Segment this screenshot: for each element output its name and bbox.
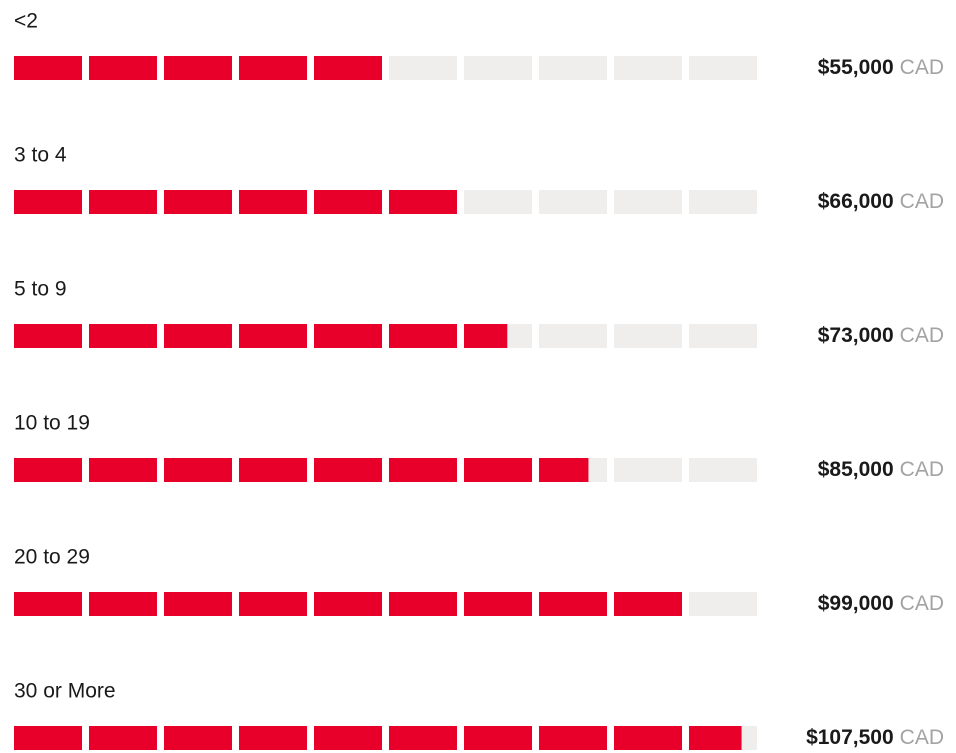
value-unit: CAD <box>900 324 944 347</box>
bar-segment <box>14 726 82 750</box>
bar-segment <box>14 56 82 80</box>
track-segment <box>389 56 457 80</box>
bar-segment <box>14 458 82 482</box>
bar-segment <box>389 458 457 482</box>
bar-segment <box>239 190 307 214</box>
track-segment <box>689 592 757 616</box>
bar-segment <box>539 458 589 482</box>
bar-segment <box>164 56 232 80</box>
value-label: $99,000 CAD <box>818 592 944 615</box>
bar-segment <box>239 324 307 348</box>
category-label: 5 to 9 <box>14 278 67 301</box>
bar-segment <box>164 458 232 482</box>
bar-segment <box>389 592 457 616</box>
value-amount: $55,000 <box>818 56 894 79</box>
bar-segment <box>314 324 382 348</box>
bar-segment <box>464 458 532 482</box>
bar-segment <box>89 726 157 750</box>
bar <box>14 190 457 214</box>
bar-segment <box>14 324 82 348</box>
bar-segment <box>314 726 382 750</box>
bar-segment <box>314 592 382 616</box>
track-segment <box>614 324 682 348</box>
bar-segment <box>239 592 307 616</box>
bar-segment <box>314 458 382 482</box>
value-label: $85,000 CAD <box>818 458 944 481</box>
category-label: 20 to 29 <box>14 546 90 569</box>
track-segment <box>464 190 532 214</box>
bar-segment <box>14 592 82 616</box>
bar-segment <box>464 726 532 750</box>
value-amount: $66,000 <box>818 190 894 213</box>
track-segment <box>539 56 607 80</box>
value-amount: $73,000 <box>818 324 894 347</box>
track-segment <box>539 190 607 214</box>
value-label: $66,000 CAD <box>818 190 944 213</box>
track-segment <box>614 458 682 482</box>
bar-segment <box>389 726 457 750</box>
bar-segment <box>164 324 232 348</box>
track-segment <box>614 190 682 214</box>
bar-segment <box>89 324 157 348</box>
value-unit: CAD <box>900 190 944 213</box>
track-segment <box>464 56 532 80</box>
value-amount: $85,000 <box>818 458 894 481</box>
bar-segment <box>239 458 307 482</box>
category-label: <2 <box>14 10 38 33</box>
value-unit: CAD <box>900 726 944 749</box>
bar-segment <box>464 324 508 348</box>
bar <box>14 458 589 482</box>
value-label: $55,000 CAD <box>818 56 944 79</box>
bar-segment <box>164 726 232 750</box>
bar-segment <box>464 592 532 616</box>
bar-segment <box>164 592 232 616</box>
bar-segment <box>14 190 82 214</box>
bar-segment <box>539 592 607 616</box>
bar <box>14 726 742 750</box>
bar <box>14 56 382 80</box>
bar-segment <box>614 726 682 750</box>
value-label: $73,000 CAD <box>818 324 944 347</box>
bar <box>14 324 508 348</box>
value-unit: CAD <box>900 56 944 79</box>
track-segment <box>539 324 607 348</box>
value-unit: CAD <box>900 592 944 615</box>
value-amount: $107,500 <box>806 726 894 749</box>
category-label: 3 to 4 <box>14 144 67 167</box>
track-segment <box>689 458 757 482</box>
track-segment <box>689 56 757 80</box>
bar <box>14 592 682 616</box>
value-amount: $99,000 <box>818 592 894 615</box>
bar-segment <box>89 458 157 482</box>
bar-segment <box>389 324 457 348</box>
bar-segment <box>689 726 742 750</box>
bar-segment <box>239 56 307 80</box>
bar-segment <box>89 56 157 80</box>
bar-segment <box>539 726 607 750</box>
bar-segment <box>614 592 682 616</box>
track-segment <box>689 190 757 214</box>
bar-segment <box>314 56 382 80</box>
category-label: 30 or More <box>14 680 116 703</box>
value-label: $107,500 CAD <box>806 726 944 749</box>
bar-segment <box>89 592 157 616</box>
track-segment <box>689 324 757 348</box>
category-label: 10 to 19 <box>14 412 90 435</box>
track-segment <box>614 56 682 80</box>
bar-segment <box>314 190 382 214</box>
bar-segment <box>164 190 232 214</box>
value-unit: CAD <box>900 458 944 481</box>
bar-segment <box>89 190 157 214</box>
bar-segment <box>239 726 307 750</box>
bar-segment <box>389 190 457 214</box>
